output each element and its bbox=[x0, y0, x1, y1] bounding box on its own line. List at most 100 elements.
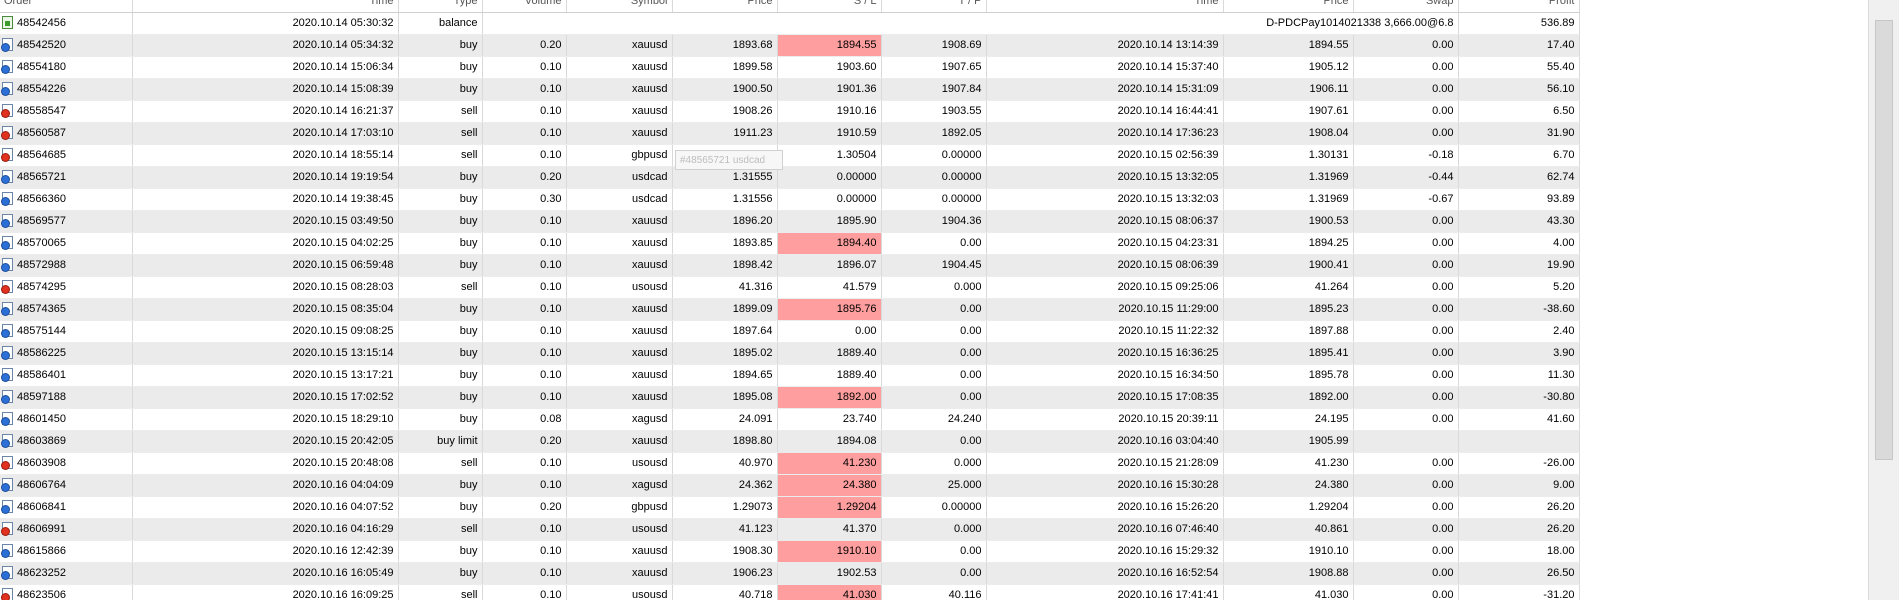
ticket-cell: 48575144 bbox=[0, 320, 133, 343]
open-price-cell: 1896.20 bbox=[672, 210, 778, 233]
table-row[interactable]: 48564685 2020.10.14 18:55:14 sell 0.10 gbpus… bbox=[0, 144, 1580, 167]
profit-cell: 2.40 bbox=[1458, 320, 1580, 343]
ticket-number: 48603908 bbox=[17, 457, 66, 469]
buy-order-icon bbox=[1, 390, 13, 404]
table-row[interactable]: 48603908 2020.10.15 20:48:08 sell 0.10 usous… bbox=[0, 452, 1580, 475]
open-time-cell: 2020.10.14 17:03:10 bbox=[132, 122, 399, 145]
ticket-cell: 48606991 bbox=[0, 518, 133, 541]
col-header-close-price[interactable]: Price bbox=[1223, 0, 1354, 13]
col-header-open-time[interactable]: Time bbox=[132, 0, 399, 13]
volume-cell: 0.10 bbox=[482, 584, 567, 600]
ticket-number: 48569577 bbox=[17, 215, 66, 227]
profit-cell: 55.40 bbox=[1458, 56, 1580, 79]
table-row[interactable]: 48566360 2020.10.14 19:38:45 buy 0.30 usdcad… bbox=[0, 188, 1580, 211]
col-header-close-time[interactable]: Time bbox=[986, 0, 1224, 13]
ticket-number: 48570065 bbox=[17, 237, 66, 249]
close-time-cell: 2020.10.15 04:23:31 bbox=[986, 232, 1224, 255]
profit-cell: 9.00 bbox=[1458, 474, 1580, 497]
close-time-cell: 2020.10.15 08:06:37 bbox=[986, 210, 1224, 233]
open-time-cell: 2020.10.16 04:16:29 bbox=[132, 518, 399, 541]
ticket-cell: 48560587 bbox=[0, 122, 133, 145]
col-header-symbol[interactable]: Symbol bbox=[566, 0, 673, 13]
open-price-cell: 1895.08 bbox=[672, 386, 778, 409]
table-row[interactable]: 48574295 2020.10.15 08:28:03 sell 0.10 usous… bbox=[0, 276, 1580, 299]
profit-cell: 3.90 bbox=[1458, 342, 1580, 365]
volume-cell: 0.10 bbox=[482, 518, 567, 541]
open-time-cell: 2020.10.16 04:04:09 bbox=[132, 474, 399, 497]
symbol-cell: gbpusd bbox=[566, 496, 673, 519]
table-row[interactable]: 48623506 2020.10.16 16:09:25 sell 0.10 usous… bbox=[0, 584, 1580, 600]
open-price-cell: 1897.64 bbox=[672, 320, 778, 343]
col-header-tp[interactable]: T / P bbox=[881, 0, 987, 13]
swap-cell: 0.00 bbox=[1353, 298, 1459, 321]
swap-cell: 0.00 bbox=[1353, 78, 1459, 101]
table-row[interactable]: 48560587 2020.10.14 17:03:10 sell 0.10 xauus… bbox=[0, 122, 1580, 145]
scrollbar-thumb[interactable] bbox=[1875, 20, 1893, 460]
table-row[interactable]: 48601450 2020.10.15 18:29:10 buy 0.08 xagusd… bbox=[0, 408, 1580, 431]
col-header-sl[interactable]: S / L bbox=[777, 0, 882, 13]
table-row[interactable]: 48606841 2020.10.16 04:07:52 buy 0.20 gbpusd… bbox=[0, 496, 1580, 519]
type-cell: buy bbox=[398, 364, 483, 387]
sl-cell: 1895.76 bbox=[777, 298, 882, 321]
profit-cell: 43.30 bbox=[1458, 210, 1580, 233]
table-row[interactable]: 48542520 2020.10.14 05:34:32 buy 0.20 xauusd… bbox=[0, 34, 1580, 57]
tp-cell: 0.00 bbox=[881, 430, 987, 453]
table-row[interactable]: 48623252 2020.10.16 16:05:49 buy 0.10 xauusd… bbox=[0, 562, 1580, 585]
close-price-cell: 1908.88 bbox=[1223, 562, 1354, 585]
tp-cell: 0.00000 bbox=[881, 188, 987, 211]
table-row[interactable]: 48558547 2020.10.14 16:21:37 sell 0.10 xauus… bbox=[0, 100, 1580, 123]
symbol-cell: usdcad bbox=[566, 166, 673, 189]
tp-cell: 0.00000 bbox=[881, 166, 987, 189]
close-price-cell: 1.30131 bbox=[1223, 144, 1354, 167]
symbol-cell: gbpusd bbox=[566, 144, 673, 167]
table-row[interactable]: 48572988 2020.10.15 06:59:48 buy 0.10 xauusd… bbox=[0, 254, 1580, 277]
close-time-cell: 2020.10.14 15:31:09 bbox=[986, 78, 1224, 101]
table-row[interactable]: 48606991 2020.10.16 04:16:29 sell 0.10 usous… bbox=[0, 518, 1580, 541]
close-price-cell: 1910.10 bbox=[1223, 540, 1354, 563]
volume-cell: 0.10 bbox=[482, 364, 567, 387]
table-row[interactable]: 48603869 2020.10.15 20:42:05 buy limit 0.20… bbox=[0, 430, 1580, 453]
close-price-cell: 24.380 bbox=[1223, 474, 1354, 497]
table-row[interactable]: 48554180 2020.10.14 15:06:34 buy 0.10 xauusd… bbox=[0, 56, 1580, 79]
table-row[interactable]: 48575144 2020.10.15 09:08:25 buy 0.10 xauusd… bbox=[0, 320, 1580, 343]
open-price-cell: 1911.23 bbox=[672, 122, 778, 145]
swap-cell: 0.00 bbox=[1353, 408, 1459, 431]
col-header-volume[interactable]: Volume bbox=[482, 0, 567, 13]
sl-cell: 23.740 bbox=[777, 408, 882, 431]
sl-cell: 41.579 bbox=[777, 276, 882, 299]
buy-order-icon bbox=[1, 302, 13, 316]
sl-cell: 1910.16 bbox=[777, 100, 882, 123]
volume-cell: 0.20 bbox=[482, 34, 567, 57]
profit-cell: 4.00 bbox=[1458, 232, 1580, 255]
vertical-scrollbar[interactable] bbox=[1868, 0, 1899, 600]
col-header-profit[interactable]: Profit bbox=[1458, 0, 1580, 13]
history-table: Order Time Type Volume Symbol Price S / … bbox=[0, 0, 1580, 600]
table-row[interactable]: 48554226 2020.10.14 15:08:39 buy 0.10 xauusd… bbox=[0, 78, 1580, 101]
swap-cell: 0.00 bbox=[1353, 518, 1459, 541]
table-row[interactable]: 48606764 2020.10.16 04:04:09 buy 0.10 xagusd… bbox=[0, 474, 1580, 497]
balance-row[interactable]: 48542456 2020.10.14 05:30:32 balance D-P… bbox=[0, 12, 1580, 35]
table-row[interactable]: 48597188 2020.10.15 17:02:52 buy 0.10 xauusd… bbox=[0, 386, 1580, 409]
table-row[interactable]: 48569577 2020.10.15 03:49:50 buy 0.10 xauusd… bbox=[0, 210, 1580, 233]
close-time-cell: 2020.10.15 11:29:00 bbox=[986, 298, 1224, 321]
tp-cell: 1904.45 bbox=[881, 254, 987, 277]
buy-order-icon bbox=[1, 566, 13, 580]
table-row[interactable]: 48615866 2020.10.16 12:42:39 buy 0.10 xauusd… bbox=[0, 540, 1580, 563]
volume-cell: 0.20 bbox=[482, 496, 567, 519]
col-header-type[interactable]: Type bbox=[398, 0, 483, 13]
sl-cell: 0.00 bbox=[777, 320, 882, 343]
tp-cell: 0.00 bbox=[881, 562, 987, 585]
close-price-cell: 1892.00 bbox=[1223, 386, 1354, 409]
open-price-cell: 40.970 bbox=[672, 452, 778, 475]
sl-cell: 1895.90 bbox=[777, 210, 882, 233]
volume-cell: 0.10 bbox=[482, 298, 567, 321]
col-header-order[interactable]: Order bbox=[0, 0, 133, 13]
tp-cell: 0.00 bbox=[881, 232, 987, 255]
table-row[interactable]: 48586225 2020.10.15 13:15:14 buy 0.10 xauusd… bbox=[0, 342, 1580, 365]
table-row[interactable]: 48574365 2020.10.15 08:35:04 buy 0.10 xauusd… bbox=[0, 298, 1580, 321]
table-row[interactable]: 48586401 2020.10.15 13:17:21 buy 0.10 xauusd… bbox=[0, 364, 1580, 387]
col-header-swap[interactable]: Swap bbox=[1353, 0, 1459, 13]
col-header-open-price[interactable]: Price bbox=[672, 0, 778, 13]
table-row[interactable]: 48565721 2020.10.14 19:19:54 buy 0.20 usdcad… bbox=[0, 166, 1580, 189]
table-row[interactable]: 48570065 2020.10.15 04:02:25 buy 0.10 xauusd… bbox=[0, 232, 1580, 255]
